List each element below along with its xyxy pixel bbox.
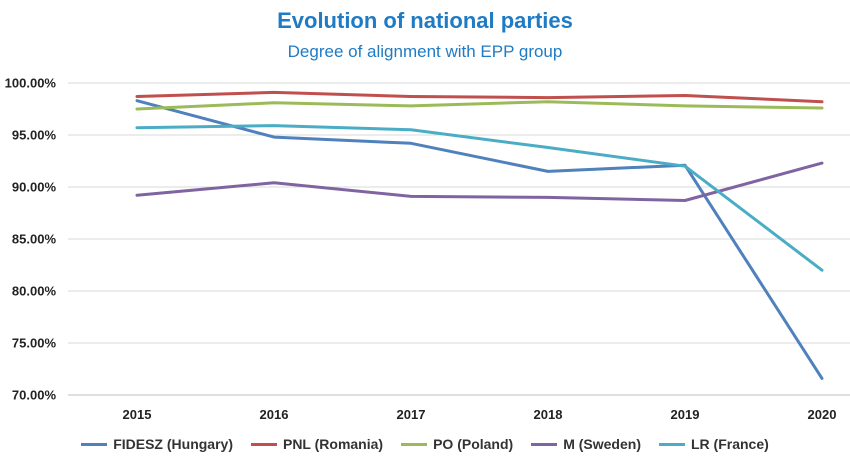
y-tick-label: 80.00% <box>12 284 57 299</box>
y-tick-label: 90.00% <box>12 180 57 195</box>
series-line <box>137 163 822 200</box>
y-tick-label: 95.00% <box>12 128 57 143</box>
series-line <box>137 102 822 109</box>
legend-item: FIDESZ (Hungary) <box>81 436 233 452</box>
x-tick-label: 2015 <box>123 407 152 422</box>
legend-label: PNL (Romania) <box>283 436 383 452</box>
x-tick-label: 2017 <box>397 407 426 422</box>
legend-label: PO (Poland) <box>433 436 513 452</box>
y-tick-label: 70.00% <box>12 388 57 403</box>
legend-item: PO (Poland) <box>401 436 513 452</box>
legend-item: LR (France) <box>659 436 769 452</box>
legend-swatch <box>81 443 107 446</box>
legend-swatch <box>401 443 427 446</box>
legend-swatch <box>659 443 685 446</box>
legend-swatch <box>251 443 277 446</box>
x-tick-label: 2018 <box>534 407 563 422</box>
x-tick-label: 2016 <box>260 407 289 422</box>
legend-item: PNL (Romania) <box>251 436 383 452</box>
x-tick-label: 2020 <box>808 407 837 422</box>
legend-label: M (Sweden) <box>563 436 641 452</box>
y-tick-label: 85.00% <box>12 232 57 247</box>
y-axis-ticks: 70.00% 75.00% 80.00% 85.00% 90.00% 95.00% 100.… <box>5 76 57 403</box>
legend-label: FIDESZ (Hungary) <box>113 436 233 452</box>
y-tick-label: 75.00% <box>12 336 57 351</box>
legend: FIDESZ (Hungary) PNL (Romania) PO (Poland)… <box>0 433 850 455</box>
x-axis-ticks: 2015 2016 2017 2018 2019 2020 <box>123 407 837 422</box>
series-line <box>137 101 822 379</box>
legend-swatch <box>531 443 557 446</box>
line-chart: 70.00% 75.00% 80.00% 85.00% 90.00% 95.00% 100.… <box>0 0 850 430</box>
y-tick-label: 100.00% <box>5 76 57 91</box>
legend-label: LR (France) <box>691 436 769 452</box>
legend-item: M (Sweden) <box>531 436 641 452</box>
x-tick-label: 2019 <box>671 407 700 422</box>
series-line <box>137 92 822 101</box>
